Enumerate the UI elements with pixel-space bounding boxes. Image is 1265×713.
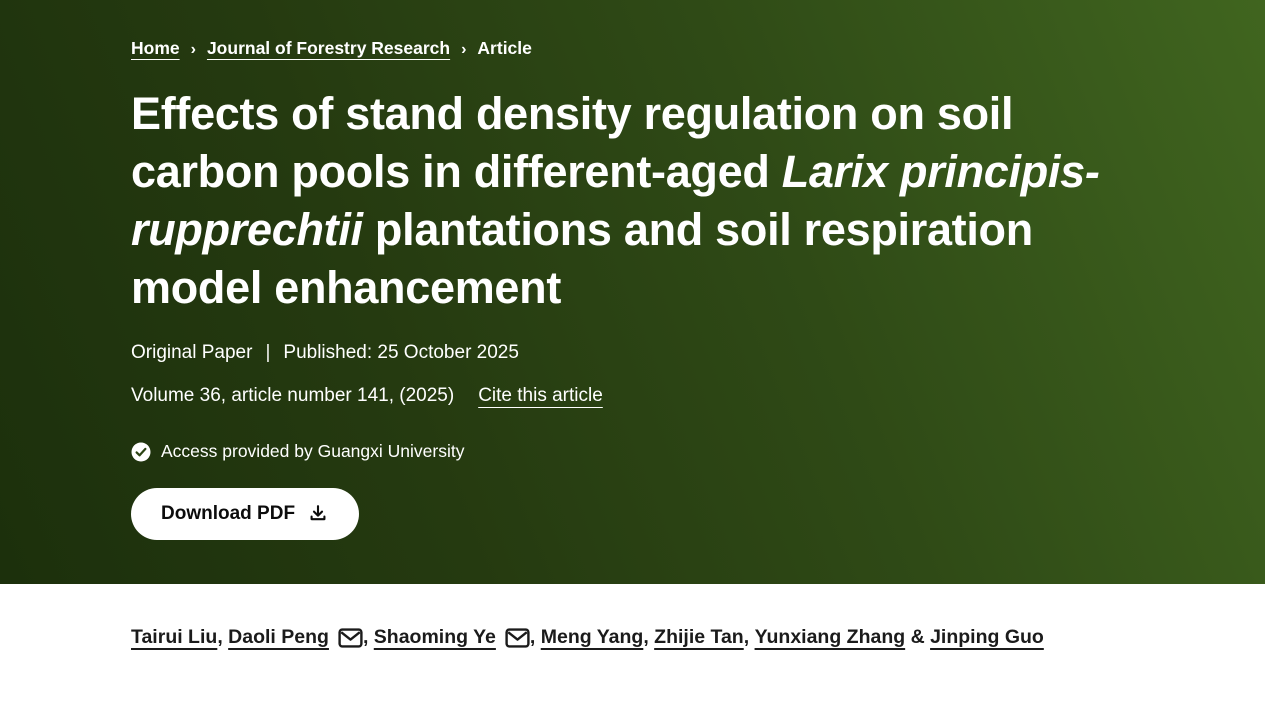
breadcrumb-separator-icon: ›	[461, 41, 467, 58]
volume-info: Volume 36, article number 141, (2025)	[131, 385, 455, 406]
article-meta-line: Original Paper | Published: 25 October 2…	[131, 342, 1134, 364]
author-link[interactable]: Meng Yang	[540, 626, 644, 648]
article-type-label: Original Paper	[131, 342, 253, 363]
article-hero-banner: Home › Journal of Forestry Research › Ar…	[0, 0, 1265, 584]
title-species-italic: Larix principis-rupprechtii	[131, 146, 1100, 255]
breadcrumb: Home › Journal of Forestry Research › Ar…	[131, 0, 1134, 59]
author-link[interactable]: Jinping Guo	[930, 626, 1044, 648]
meta-separator: |	[265, 342, 271, 363]
volume-line: Volume 36, article number 141, (2025) Ci…	[131, 385, 1134, 407]
title-text-post: plantations and soil respiration model e…	[131, 204, 1033, 313]
authors-section: Tairui Liu, Daoli Peng, Shaoming Ye, Men…	[0, 584, 1265, 649]
access-note-text: Access provided by Guangxi University	[161, 441, 465, 461]
author-separator: ,	[362, 626, 374, 648]
authors-line: Tairui Liu, Daoli Peng, Shaoming Ye, Men…	[131, 584, 1134, 649]
breadcrumb-link-journal[interactable]: Journal of Forestry Research	[206, 38, 451, 58]
access-provided-line: Access provided by Guangxi University	[131, 441, 1134, 462]
download-icon	[310, 505, 326, 521]
author-link[interactable]: Daoli Peng	[228, 626, 329, 648]
author-link[interactable]: Shaoming Ye	[373, 626, 496, 648]
email-icon[interactable]	[505, 627, 530, 648]
title-text-pre: Effects of stand density regulation on s…	[131, 88, 1014, 197]
author-separator: ,	[529, 626, 541, 648]
page-title: Effects of stand density regulation on s…	[131, 85, 1134, 317]
check-circle-icon	[131, 442, 151, 461]
author-link[interactable]: Yunxiang Zhang	[754, 626, 906, 648]
email-icon[interactable]	[338, 627, 363, 648]
author-separator: ,	[743, 626, 755, 648]
breadcrumb-separator-icon: ›	[190, 41, 196, 58]
download-pdf-label: Download PDF	[161, 503, 296, 524]
breadcrumb-link-home[interactable]: Home	[131, 38, 180, 58]
published-date: Published: 25 October 2025	[283, 342, 519, 363]
author-link[interactable]: Zhijie Tan	[654, 626, 744, 648]
breadcrumb-current-article: Article	[477, 38, 532, 58]
cite-this-article-link[interactable]: Cite this article	[478, 385, 603, 406]
download-pdf-button[interactable]: Download PDF	[131, 488, 360, 540]
author-separator: ,	[643, 626, 655, 648]
author-link[interactable]: Tairui Liu	[131, 626, 218, 648]
author-separator: &	[905, 626, 931, 648]
author-separator: ,	[217, 626, 229, 648]
